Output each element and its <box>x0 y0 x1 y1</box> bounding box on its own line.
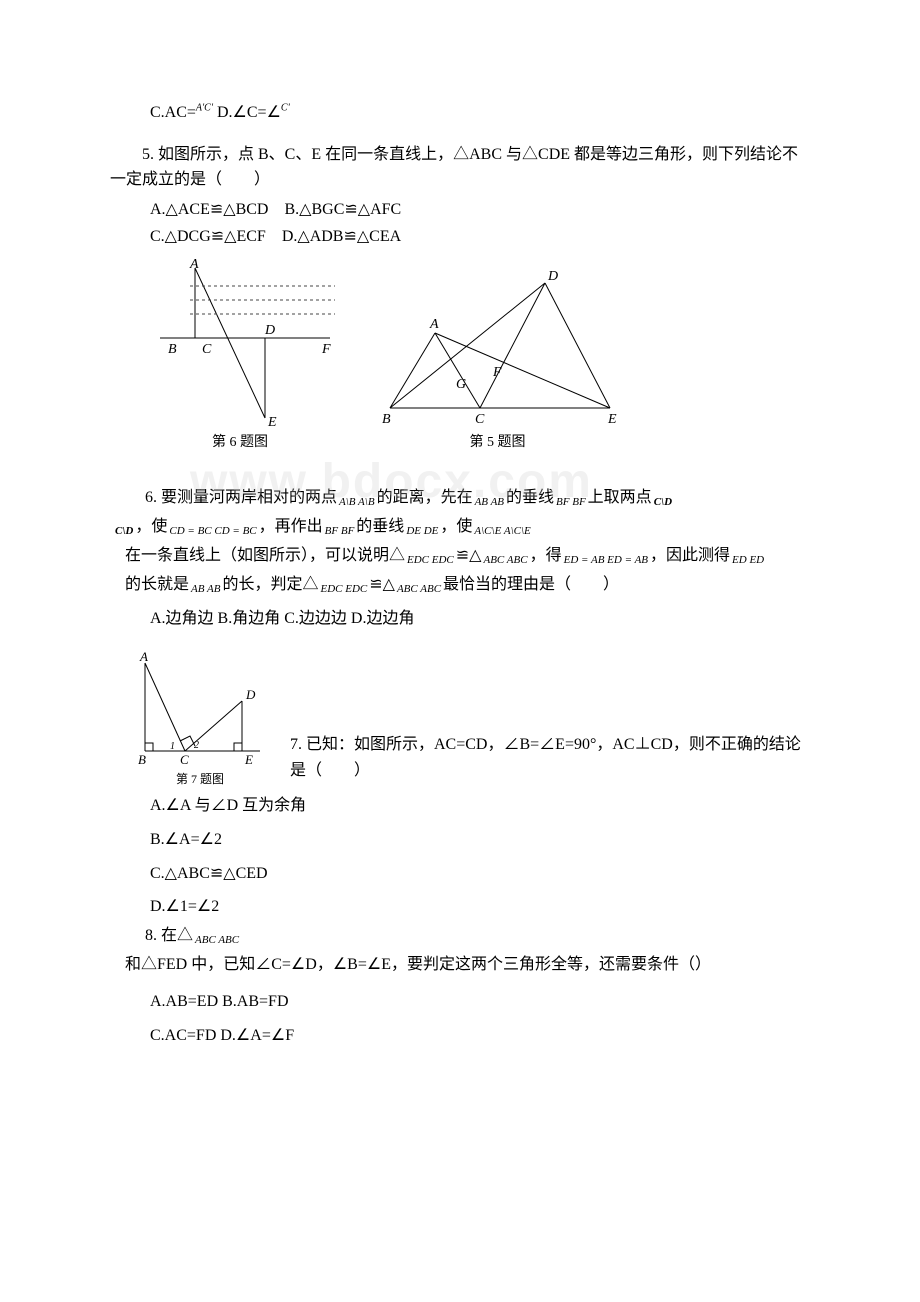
q8-opt-cd: C.AC=FD D.∠A=∠F <box>110 1023 810 1049</box>
fig6-label-d: D <box>264 323 275 338</box>
fig5-label-f: F <box>492 365 502 380</box>
fig7-label-e: E <box>244 752 253 766</box>
figure-7: A B C D E 1 2 第 7 题图 <box>130 651 270 789</box>
fig7-label-1: 1 <box>170 741 175 752</box>
fig7-caption: 第 7 题图 <box>176 770 224 789</box>
q5-opts-ab: A.△ACE≌△BCD B.△BGC≌△AFC <box>110 197 810 223</box>
figure-5: A B C D E G F 第 5 题图 <box>370 258 625 454</box>
fig6-label-a: A <box>189 258 199 272</box>
q4-ac-prime: A'C' <box>196 103 213 114</box>
q5-opt-a: A.△ACE≌△BCD <box>150 201 268 218</box>
fig6-label-e: E <box>267 415 277 428</box>
q4-c-prime: C' <box>281 103 290 114</box>
fig6-label-f: F <box>321 342 331 357</box>
q4-c-prefix: C.AC= <box>150 104 196 121</box>
fig5-label-c: C <box>475 412 485 427</box>
fig6-caption: 第 6 题图 <box>212 432 268 454</box>
fig7-label-d: D <box>245 687 256 702</box>
q7-stem: 7. 已知：如图所示，AC=CD，∠B=∠E=90°，AC⊥CD，则不正确的结论… <box>290 732 810 789</box>
fig5-label-g: G <box>456 377 466 392</box>
q8-opt-ab: A.AB=ED B.AB=FD <box>110 989 810 1015</box>
q4-options: C.AC=A'C' D.∠C=∠C' <box>110 100 810 126</box>
figure-7-svg: A B C D E 1 2 <box>130 651 270 766</box>
q5-stem: 5. 如图所示，点 B、C、E 在同一条直线上，△ABC 与△CDE 都是等边三… <box>110 142 810 193</box>
q7-opt-b: B.∠A=∠2 <box>110 827 810 853</box>
fig7-label-2: 2 <box>194 740 199 751</box>
fig5-label-d: D <box>547 269 558 284</box>
fig7-label-c: C <box>180 752 189 766</box>
figure-6-svg: A B C D F E <box>140 258 340 428</box>
fig6-label-c: C <box>202 342 212 357</box>
figure-6: A B C D F E 第 6 题图 <box>140 258 340 454</box>
q7-opt-d: D.∠1=∠2 <box>110 894 810 920</box>
fig5-label-b: B <box>382 412 391 427</box>
q5-opt-d: D.△ADB≌△CEA <box>282 228 401 245</box>
q7-row: A B C D E 1 2 第 7 题图 7. 已知：如图所示，AC=CD，∠B… <box>110 651 810 789</box>
q5-opt-b: B.△BGC≌△AFC <box>284 201 401 218</box>
q7-opt-c: C.△ABC≌△CED <box>110 861 810 887</box>
fig5-label-e: E <box>607 412 617 427</box>
q5-opt-c: C.△DCG≌△ECF <box>150 228 266 245</box>
q6-stem-3: 的长就是 AB AB 的长，判定△ EDC EDC ≌△ ABC ABC 最恰当… <box>125 571 810 600</box>
q7-opt-a: A.∠A 与∠D 互为余角 <box>110 793 810 819</box>
q6-block: www.bdocx.com 6. 要测量河两岸相对的两点 A\B A\B 的距离… <box>110 484 810 599</box>
fig5-caption: 第 5 题图 <box>470 432 526 454</box>
q6-stem-2: C\D ，使 CD = BC CD = BC ，再作出 BF BF 的垂线 DE… <box>125 513 810 571</box>
fig6-label-b: B <box>168 342 177 357</box>
fig5-label-a: A <box>429 317 439 332</box>
figure-5-svg: A B C D E G F <box>370 258 625 428</box>
q6-options: A.边角边 B.角边角 C.边边边 D.边边角 <box>110 606 810 632</box>
q6-stem: 6. 要测量河两岸相对的两点 A\B A\B 的距离，先在 AB AB 的垂线 … <box>125 484 810 513</box>
q5-opts-cd: C.△DCG≌△ECF D.△ADB≌△CEA <box>110 224 810 250</box>
figures-row: A B C D F E 第 6 题图 <box>140 258 810 454</box>
fig7-label-b: B <box>138 752 146 766</box>
q8-stem: 8. 在△ ABC ABC 和△FED 中，已知∠C=∠D，∠B=∠E，要判定这… <box>125 922 810 980</box>
fig7-label-a: A <box>139 651 148 664</box>
q4-d-prefix: D.∠C=∠ <box>213 104 281 121</box>
